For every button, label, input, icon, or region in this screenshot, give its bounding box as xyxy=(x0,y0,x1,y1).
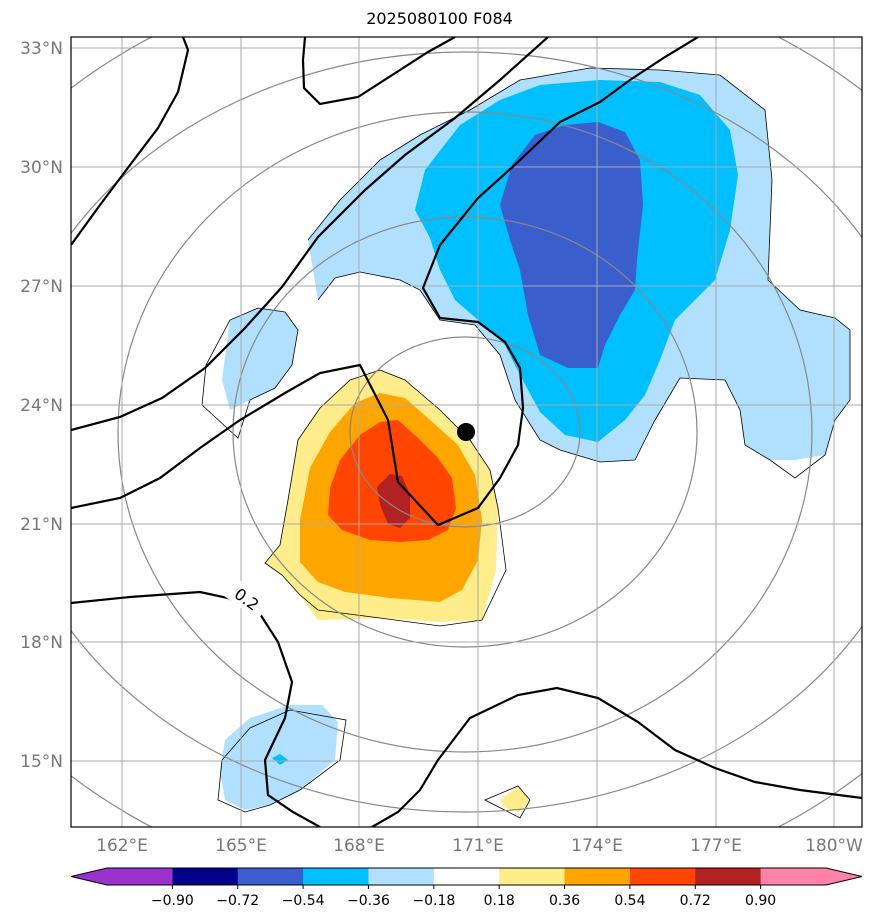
colorbar-tick-label: 0.72 xyxy=(680,893,711,909)
gridlines xyxy=(71,37,862,827)
lat-label-18n: 18°N xyxy=(20,633,63,653)
colorbar: −0.90 −0.72 −0.54 −0.36 −0.18 0.18 0.36 0.54 0.7… xyxy=(70,867,863,909)
colorbar-bin xyxy=(629,868,696,885)
lat-label-33n: 33°N xyxy=(20,39,63,59)
lon-label-177e: 177°E xyxy=(690,836,742,856)
colorbar-tick-label: −0.54 xyxy=(282,893,325,909)
lat-label-30n: 30°N xyxy=(20,158,63,178)
shading-royal-blue xyxy=(500,122,643,368)
colorbar-tick-label: −0.90 xyxy=(151,893,194,909)
thin-outline-contours xyxy=(201,67,851,819)
colorbar-under-extension xyxy=(71,868,173,885)
colorbar-tick-label: 0.54 xyxy=(614,893,645,909)
colorbar-bin xyxy=(499,868,566,885)
colorbar-bin xyxy=(172,868,239,885)
lat-label-21n: 21°N xyxy=(20,515,63,535)
colorbar-bin xyxy=(433,868,500,885)
lon-label-174e: 174°E xyxy=(571,836,623,856)
colorbar-over-extension xyxy=(760,868,862,885)
colorbar-outline xyxy=(70,867,863,886)
lon-label-165e: 165°E xyxy=(215,836,267,856)
colorbar-bin xyxy=(368,868,435,885)
lat-label-24n: 24°N xyxy=(20,396,63,416)
colorbar-bin xyxy=(303,868,369,885)
lat-label-27n: 27°N xyxy=(20,277,63,297)
lon-label-180w: 180°W xyxy=(805,836,863,856)
storm-center-marker xyxy=(457,423,475,441)
colorbar-bin xyxy=(564,868,631,885)
colorbar-tick-label: 0.90 xyxy=(745,893,776,909)
colorbar-tick-label: −0.72 xyxy=(216,893,259,909)
contour-label-bg xyxy=(223,577,271,621)
colorbar-tick-label: −0.36 xyxy=(347,893,390,909)
map-frame xyxy=(70,36,863,828)
lat-label-15n: 15°N xyxy=(20,752,63,772)
lon-label-162e: 162°E xyxy=(96,836,148,856)
map-title: 2025080100 F084 xyxy=(366,9,513,28)
lon-label-168e: 168°E xyxy=(333,836,385,856)
colorbar-bin xyxy=(695,868,762,885)
latitude-labels: 33°N 30°N 27°N 24°N 21°N 18°N 15°N xyxy=(20,39,63,772)
colorbar-tick-label: 0.18 xyxy=(484,893,515,909)
lon-label-171e: 171°E xyxy=(452,836,504,856)
range-rings xyxy=(71,37,862,827)
thick-contours xyxy=(71,37,862,827)
longitude-labels: 162°E 165°E 168°E 171°E 174°E 177°E 180°… xyxy=(96,836,863,856)
colorbar-tick-label: 0.36 xyxy=(549,893,580,909)
colorbar-tick-label: −0.18 xyxy=(412,893,455,909)
colorbar-bin xyxy=(237,868,304,885)
